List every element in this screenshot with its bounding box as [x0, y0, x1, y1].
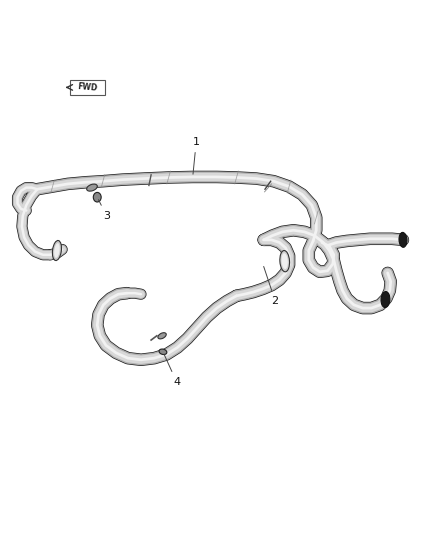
- Ellipse shape: [54, 243, 60, 258]
- Text: 4: 4: [164, 354, 180, 387]
- Circle shape: [93, 192, 101, 202]
- Text: 1: 1: [193, 137, 200, 174]
- Ellipse shape: [159, 349, 167, 354]
- Ellipse shape: [381, 292, 390, 308]
- Text: FWD: FWD: [77, 82, 98, 93]
- Ellipse shape: [87, 184, 97, 191]
- Ellipse shape: [158, 333, 166, 339]
- Ellipse shape: [399, 232, 407, 247]
- Ellipse shape: [53, 240, 61, 261]
- Text: 2: 2: [264, 266, 279, 306]
- Ellipse shape: [280, 251, 290, 272]
- Ellipse shape: [282, 253, 288, 269]
- Polygon shape: [70, 80, 105, 95]
- Text: 3: 3: [99, 200, 110, 221]
